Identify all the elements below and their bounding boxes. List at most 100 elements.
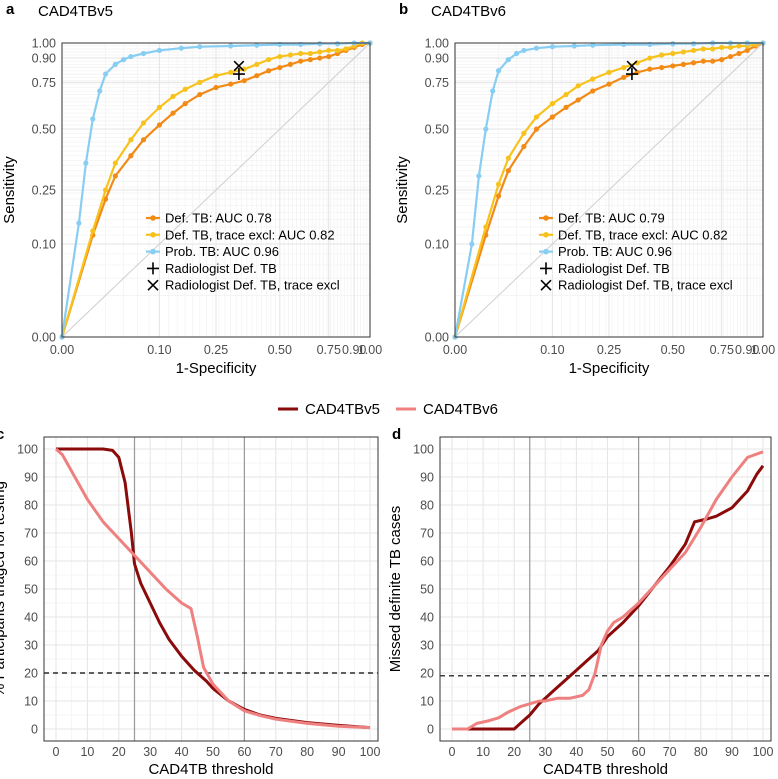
x-tick-label: 0.00 <box>50 343 74 357</box>
y-tick-label: 0.50 <box>32 123 56 137</box>
x-tick-label: 1.00 <box>751 343 775 357</box>
panel-label: b <box>399 1 408 18</box>
roc-series-point <box>590 88 596 94</box>
x-tick-label: 0 <box>449 745 456 759</box>
x-tick-label: 0.90 <box>735 343 759 357</box>
y-axis-label: Missed definite TB cases <box>387 506 404 672</box>
x-axis-label: 1-Specificity <box>569 360 650 377</box>
roc-series-point <box>102 187 109 193</box>
roc-series-point <box>297 50 304 57</box>
roc-series-point <box>476 173 482 179</box>
roc-series-point <box>112 160 118 166</box>
x-tick-label: 1.00 <box>358 343 382 357</box>
roc-series-point <box>178 45 184 51</box>
y-axis-label: Sensitivity <box>1 156 18 224</box>
x-tick-label: 0.10 <box>147 343 171 357</box>
shared-legend-label: CAD4TBv6 <box>423 401 498 418</box>
roc-series-point <box>563 104 569 110</box>
x-axis-label: CAD4TB threshold <box>543 761 668 778</box>
y-tick-label: 1.00 <box>32 37 56 51</box>
x-tick-label: 10 <box>476 745 490 759</box>
roc-series-point <box>156 47 162 54</box>
x-tick-label: 0.25 <box>204 343 228 357</box>
roc-series-point <box>521 130 527 136</box>
x-tick-label: 50 <box>206 745 220 759</box>
y-tick-label: 60 <box>420 555 434 569</box>
roc-series-point <box>128 153 134 159</box>
legend-label: Radiologist Def. TB, trace excl <box>165 278 340 293</box>
roc-series-point <box>647 66 653 72</box>
x-tick-label: 50 <box>601 745 615 759</box>
roc-series-point <box>521 47 527 54</box>
y-tick-label: 60 <box>24 555 38 569</box>
roc-series-point <box>719 44 725 51</box>
y-tick-label: 0.25 <box>32 184 56 198</box>
y-tick-label: 0.90 <box>32 52 56 66</box>
roc-series-point <box>549 114 555 120</box>
legend-label: Prob. TB: AUC 0.96 <box>165 244 279 259</box>
roc-series-point <box>563 91 569 98</box>
x-tick-label: 30 <box>143 745 157 759</box>
x-tick-label: 20 <box>112 745 126 759</box>
roc-series-point <box>121 57 127 63</box>
roc-series-point <box>326 53 332 60</box>
legend-label: Radiologist Def. TB <box>165 261 277 276</box>
radiologist-cross-marker <box>626 60 638 72</box>
x-axis-label: CAD4TB threshold <box>148 761 273 778</box>
x-tick-label: 0.25 <box>597 343 621 357</box>
y-tick-label: 0.10 <box>425 238 449 252</box>
roc-series-point <box>469 241 475 247</box>
shared-legend: CAD4TBv5 CAD4TBv6 <box>278 401 498 418</box>
roc-series-point <box>297 58 304 64</box>
x-tick-label: 100 <box>753 745 774 759</box>
y-tick-label: 0.75 <box>425 76 449 90</box>
roc-series-point <box>112 173 118 179</box>
y-tick-label: 90 <box>24 471 38 485</box>
x-tick-label: 80 <box>300 745 314 759</box>
roc-series-point <box>317 49 323 55</box>
y-tick-label: 20 <box>420 667 434 681</box>
y-tick-label: 0 <box>31 723 38 737</box>
roc-series-point <box>334 47 341 54</box>
x-tick-label: 90 <box>725 745 739 759</box>
panel-label: a <box>6 1 15 18</box>
roc-series-point <box>495 193 502 199</box>
y-tick-label: 90 <box>420 471 434 485</box>
roc-series-point <box>228 81 234 87</box>
legend-plus-swatch <box>540 262 552 275</box>
roc-series-point <box>90 116 96 122</box>
x-tick-label: 30 <box>538 745 552 759</box>
roc-series-point <box>266 57 272 63</box>
roc-series-point <box>102 71 109 77</box>
x-tick-label: 40 <box>175 745 189 759</box>
roc-series-point <box>277 53 283 60</box>
y-tick-label: 0.25 <box>425 184 449 198</box>
roc-series-point <box>719 57 725 63</box>
series-line <box>55 447 371 730</box>
roc-series-point <box>495 181 502 187</box>
x-tick-label: 0.75 <box>317 343 341 357</box>
roc-series-point <box>727 53 734 60</box>
y-tick-label: 0.50 <box>425 123 449 137</box>
y-tick-label: 40 <box>24 611 38 625</box>
roc-series-point <box>287 61 294 67</box>
x-tick-label: 100 <box>360 745 381 759</box>
legend-label: Def. TB: AUC 0.79 <box>558 211 665 226</box>
roc-series-point <box>156 122 162 128</box>
roc-series-point <box>182 86 188 92</box>
radiologist-plus-marker <box>232 68 245 81</box>
roc-series-point <box>228 69 234 75</box>
x-tick-label: 0.50 <box>661 343 685 357</box>
roc-series-point <box>736 43 742 49</box>
roc-series-point <box>307 57 313 63</box>
roc-series-point <box>140 120 147 126</box>
roc-series-point <box>571 43 577 49</box>
y-tick-label: 20 <box>24 667 38 681</box>
roc-series-point <box>680 49 687 55</box>
legend-label: Def. TB: AUC 0.78 <box>165 211 272 226</box>
roc-series-point <box>128 53 134 60</box>
y-tick-label: 70 <box>24 527 38 541</box>
y-tick-label: 50 <box>420 583 434 597</box>
roc-series-point <box>307 50 313 57</box>
roc-series-point <box>505 57 511 63</box>
